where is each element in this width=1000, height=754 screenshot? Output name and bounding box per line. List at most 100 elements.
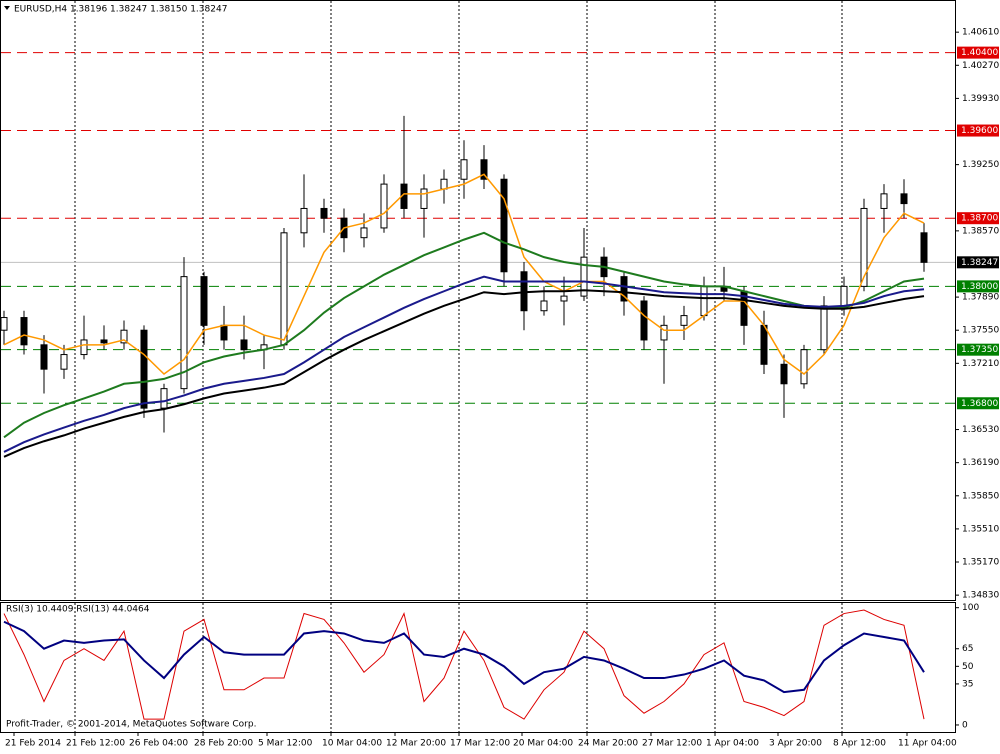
y-tick-label: 1.40610 bbox=[962, 28, 999, 38]
y-tick-label: 1.39930 bbox=[962, 94, 999, 104]
candle-body bbox=[140, 329, 148, 409]
level-label: 1.39600 bbox=[961, 126, 998, 136]
moving-average bbox=[3, 289, 925, 458]
y-tick-label: 1.37210 bbox=[962, 359, 999, 369]
x-tick-label: 11 Apr 04:00 bbox=[898, 739, 957, 749]
rsi-line bbox=[3, 609, 925, 720]
level-box bbox=[957, 397, 999, 410]
candle-body bbox=[800, 349, 808, 385]
candle-body bbox=[460, 159, 468, 180]
candle-body bbox=[880, 193, 888, 209]
y-tick-label: 1.40270 bbox=[962, 61, 999, 71]
candle-body bbox=[480, 159, 488, 180]
y-tick-label: 1.36190 bbox=[962, 458, 999, 468]
x-tick-label: 10 Mar 04:00 bbox=[322, 739, 382, 749]
candle-body bbox=[900, 193, 908, 205]
y-tick-label: 1.39250 bbox=[962, 160, 999, 170]
candle-body bbox=[380, 183, 388, 229]
candle-body bbox=[300, 207, 308, 234]
x-tick-label: 5 Mar 12:00 bbox=[258, 739, 313, 749]
candle-body bbox=[680, 315, 688, 326]
candle-body bbox=[360, 227, 368, 239]
candle-body bbox=[80, 339, 88, 356]
x-tick-label: 21 Feb 12:00 bbox=[66, 739, 125, 749]
candle-body bbox=[220, 324, 228, 341]
y-tick-label: 35 bbox=[962, 679, 973, 689]
y-tick-label: 1.35170 bbox=[962, 558, 999, 568]
candle-body bbox=[820, 305, 828, 351]
y-tick-label: 1.36530 bbox=[962, 425, 999, 435]
candle-body bbox=[240, 339, 248, 351]
x-tick-label: 27 Mar 12:00 bbox=[642, 739, 702, 749]
candle-body bbox=[780, 363, 788, 385]
rsi-title: RSI(3) 10.4409 RSI(13) 44.0464 bbox=[6, 605, 150, 615]
candle-body bbox=[0, 317, 8, 331]
level-label: 1.38700 bbox=[961, 214, 998, 224]
candle-body bbox=[180, 276, 188, 390]
candle-body bbox=[860, 207, 868, 287]
y-tick-label: 1.37890 bbox=[962, 293, 999, 303]
candle-body bbox=[540, 300, 548, 312]
y-tick-label: 50 bbox=[962, 662, 974, 672]
y-tick-label: 100 bbox=[962, 603, 979, 613]
menu-arrow bbox=[4, 6, 10, 10]
y-tick-label: 1.38570 bbox=[962, 226, 999, 236]
level-box bbox=[957, 46, 999, 59]
x-tick-label: 28 Feb 20:00 bbox=[194, 739, 253, 749]
candle-body bbox=[620, 276, 628, 302]
moving-average bbox=[3, 275, 925, 453]
level-label: 1.38000 bbox=[961, 282, 998, 292]
candle-body bbox=[700, 285, 708, 317]
last-price-box bbox=[957, 256, 999, 269]
candle-body bbox=[20, 317, 28, 346]
x-tick-label: 1 Apr 04:00 bbox=[706, 739, 759, 749]
x-tick-label: 20 Mar 04:00 bbox=[513, 739, 573, 749]
candle-body bbox=[920, 232, 928, 263]
y-tick-label: 1.35510 bbox=[962, 524, 999, 534]
level-box bbox=[957, 280, 999, 293]
candle-body bbox=[60, 354, 68, 370]
y-tick-label: 1.37550 bbox=[962, 326, 999, 336]
candle-body bbox=[500, 178, 508, 273]
y-tick-label: 1.34830 bbox=[962, 591, 999, 601]
level-label: 1.36800 bbox=[961, 399, 998, 409]
y-tick-label: 1.35850 bbox=[962, 491, 999, 501]
x-tick-label: 24 Mar 20:00 bbox=[578, 739, 638, 749]
candle-body bbox=[440, 178, 448, 190]
candle-body bbox=[40, 344, 48, 370]
y-tick-label: 65 bbox=[962, 644, 973, 654]
candle-body bbox=[640, 300, 648, 341]
x-tick-label: 21 Feb 2014 bbox=[5, 739, 61, 749]
rsi-line bbox=[3, 620, 925, 694]
level-box bbox=[957, 124, 999, 137]
level-box bbox=[957, 212, 999, 225]
candle-body bbox=[580, 256, 588, 297]
footer: Profit-Trader, © 2001-2014, MetaQuotes S… bbox=[6, 720, 256, 730]
candle-body bbox=[840, 285, 848, 307]
y-tick-label: 0 bbox=[962, 720, 968, 730]
candle-body bbox=[200, 276, 208, 326]
chart-title: EURUSD,H4 1.38196 1.38247 1.38150 1.3824… bbox=[14, 5, 227, 15]
candle-body bbox=[120, 329, 128, 344]
candle-body bbox=[560, 295, 568, 302]
candle-body bbox=[160, 388, 168, 409]
main-panel bbox=[0, 0, 956, 601]
candle-body bbox=[420, 188, 428, 209]
rsi-panel bbox=[0, 602, 956, 733]
level-label: 1.40400 bbox=[961, 48, 998, 58]
candle-body bbox=[660, 324, 668, 341]
candle-body bbox=[280, 232, 288, 346]
candle-body bbox=[760, 324, 768, 365]
moving-average bbox=[3, 173, 925, 376]
x-tick-label: 8 Apr 12:00 bbox=[833, 739, 886, 749]
candle-body bbox=[320, 207, 328, 219]
x-tick-label: 26 Feb 04:00 bbox=[129, 739, 188, 749]
level-label: 1.37350 bbox=[961, 345, 998, 355]
level-box bbox=[957, 343, 999, 356]
last-price-label: 1.38247 bbox=[961, 258, 998, 268]
x-tick-label: 3 Apr 20:00 bbox=[769, 739, 822, 749]
x-tick-label: 12 Mar 20:00 bbox=[386, 739, 446, 749]
